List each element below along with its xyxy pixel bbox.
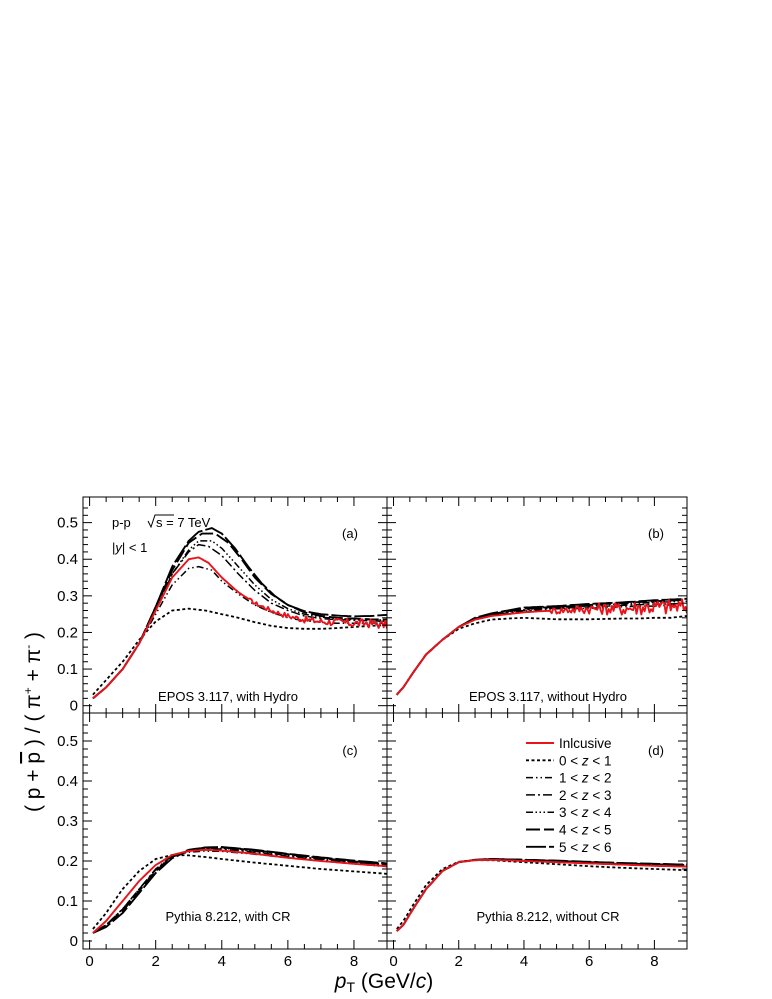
legend-label: 2 < z < 3 [559,788,612,803]
legend-label: 1 < z < 2 [559,771,612,786]
y-tick-label: 0.1 [57,661,78,678]
panel-a-ticks [83,497,387,713]
x-tick-label: 2 [152,953,160,970]
panel-b-ticks [387,497,687,713]
x-tick-label: 6 [284,953,292,970]
y-tick-label: 0.5 [57,733,78,750]
x-tick-label: 4 [218,953,226,970]
y-tick-label: 0.4 [57,773,78,790]
panel-c-label: Pythia 8.212, with CR [165,909,290,924]
panel-a-series-z1_2 [92,565,387,699]
energy-annotation: s = 7 TeV [147,514,211,530]
y-axis-title-close: ) [22,632,45,645]
y-axis-title-pbar: p [22,752,45,764]
panel-b-series-z3_4 [396,600,687,696]
rapidity-annotation: |y| < 1 [112,540,147,555]
rapidity-post: | < 1 [122,540,147,555]
panel-d-label: Pythia 8.212, without CR [476,909,619,924]
x-axis-title-c: c [416,970,427,993]
panel-a: (a) EPOS 3.117, with Hydro p-p s = 7 TeV… [82,496,388,714]
rapidity-y: y [114,540,123,555]
y-axis-title-mid: ) / ( π [22,694,45,752]
y-tick-label: 0 [70,933,78,950]
panel-a-series-Inclusive [92,556,387,700]
y-tick-label: 0.4 [57,551,78,568]
panel-c: (c) Pythia 8.212, with CR [82,712,388,950]
panel-b-series-z4_5 [396,598,687,696]
panel-b-series-z5_6 [396,597,687,696]
y-tick-label: 0.3 [57,813,78,830]
panel-d-curves [396,858,687,932]
energy-text: s = 7 TeV [156,515,211,530]
y-tick-label: 0.2 [57,625,78,642]
legend-label: 3 < z < 4 [559,805,612,820]
x-axis-title-sub: T [346,979,355,995]
panel-b-series-z0_1 [396,615,687,696]
panel-d-series-Inclusive [396,858,687,932]
y-tick-label: 0.5 [57,515,78,532]
panel-d: (d) Pythia 8.212, without CR [386,712,688,950]
y-axis-title-plus: + π [22,649,45,687]
panel-b-series-z2_3 [396,602,687,696]
y-tick-label: 0.1 [57,893,78,910]
panel-c-curves [92,846,387,934]
panel-c-ticks [83,713,387,949]
rapidity-pre: | [112,540,115,555]
panel-b-curves [396,597,687,696]
panel-c-series-z0_1 [92,854,387,930]
panel-b: (b) EPOS 3.117, without Hydro [386,496,688,714]
y-tick-label: 0.3 [57,588,78,605]
panel-c-series-Inclusive [92,848,387,934]
panel-d-series-z0_1 [396,859,687,930]
x-tick-label: 8 [650,953,658,970]
legend-label: 4 < z < 5 [559,823,612,838]
legend: Inlcusive 0 < z < 1 1 < z < 2 2 < z < 3 3 < … [526,736,612,855]
x-tick-label: 8 [350,953,358,970]
panel-a-curves [92,527,387,700]
x-tick-label: 6 [585,953,593,970]
system-text: p-p [112,515,131,530]
panel-b-tag: (b) [648,526,664,541]
y-axis-title-sup-minus: - [21,645,35,649]
x-axis-title-units-open: (GeV/ [355,970,416,993]
panel-b-label: EPOS 3.117, without Hydro [469,689,627,704]
panel-d-tag: (d) [648,743,664,758]
y-axis-title: ( p + p ) / ( π+ + π- ) [21,632,45,812]
y-axis-title-sup-plus: + [21,687,35,694]
panel-c-series-z5_6 [92,846,387,934]
panel-a-label: EPOS 3.117, with Hydro [158,689,298,704]
panel-c-series-z3_4 [92,847,387,934]
x-axis-title-p: p [334,970,347,993]
legend-label: 0 < z < 1 [559,753,612,768]
panel-c-tag: (c) [342,743,357,758]
legend-label: Inlcusive [559,736,612,751]
x-axis-title-units-close: ) [426,970,433,993]
x-tick-label: 0 [389,953,397,970]
sqrt-sign [147,514,174,529]
y-tick-label: 0 [70,698,78,715]
panel-d-frame [386,712,688,950]
x-tick-label: 4 [520,953,528,970]
x-axis-title: pT (GeV/c) [334,970,433,995]
legend-label: 5 < z < 6 [559,840,612,855]
y-axis-title-open: ( p + [22,764,45,812]
panel-a-tag: (a) [342,526,358,541]
system-annotation: p-p [112,515,131,530]
tick-labels: 0 0.1 0.2 0.3 0.4 0.5 0 0.1 0.2 0.3 0.4 0.5 0 2 4 6 8 0 2 4… [57,515,658,970]
y-tick-label: 0.2 [57,853,78,870]
panel-b-series-Inclusive [396,598,687,696]
x-tick-label: 0 [85,953,93,970]
x-tick-label: 2 [455,953,463,970]
panel-d-ticks [387,713,687,949]
